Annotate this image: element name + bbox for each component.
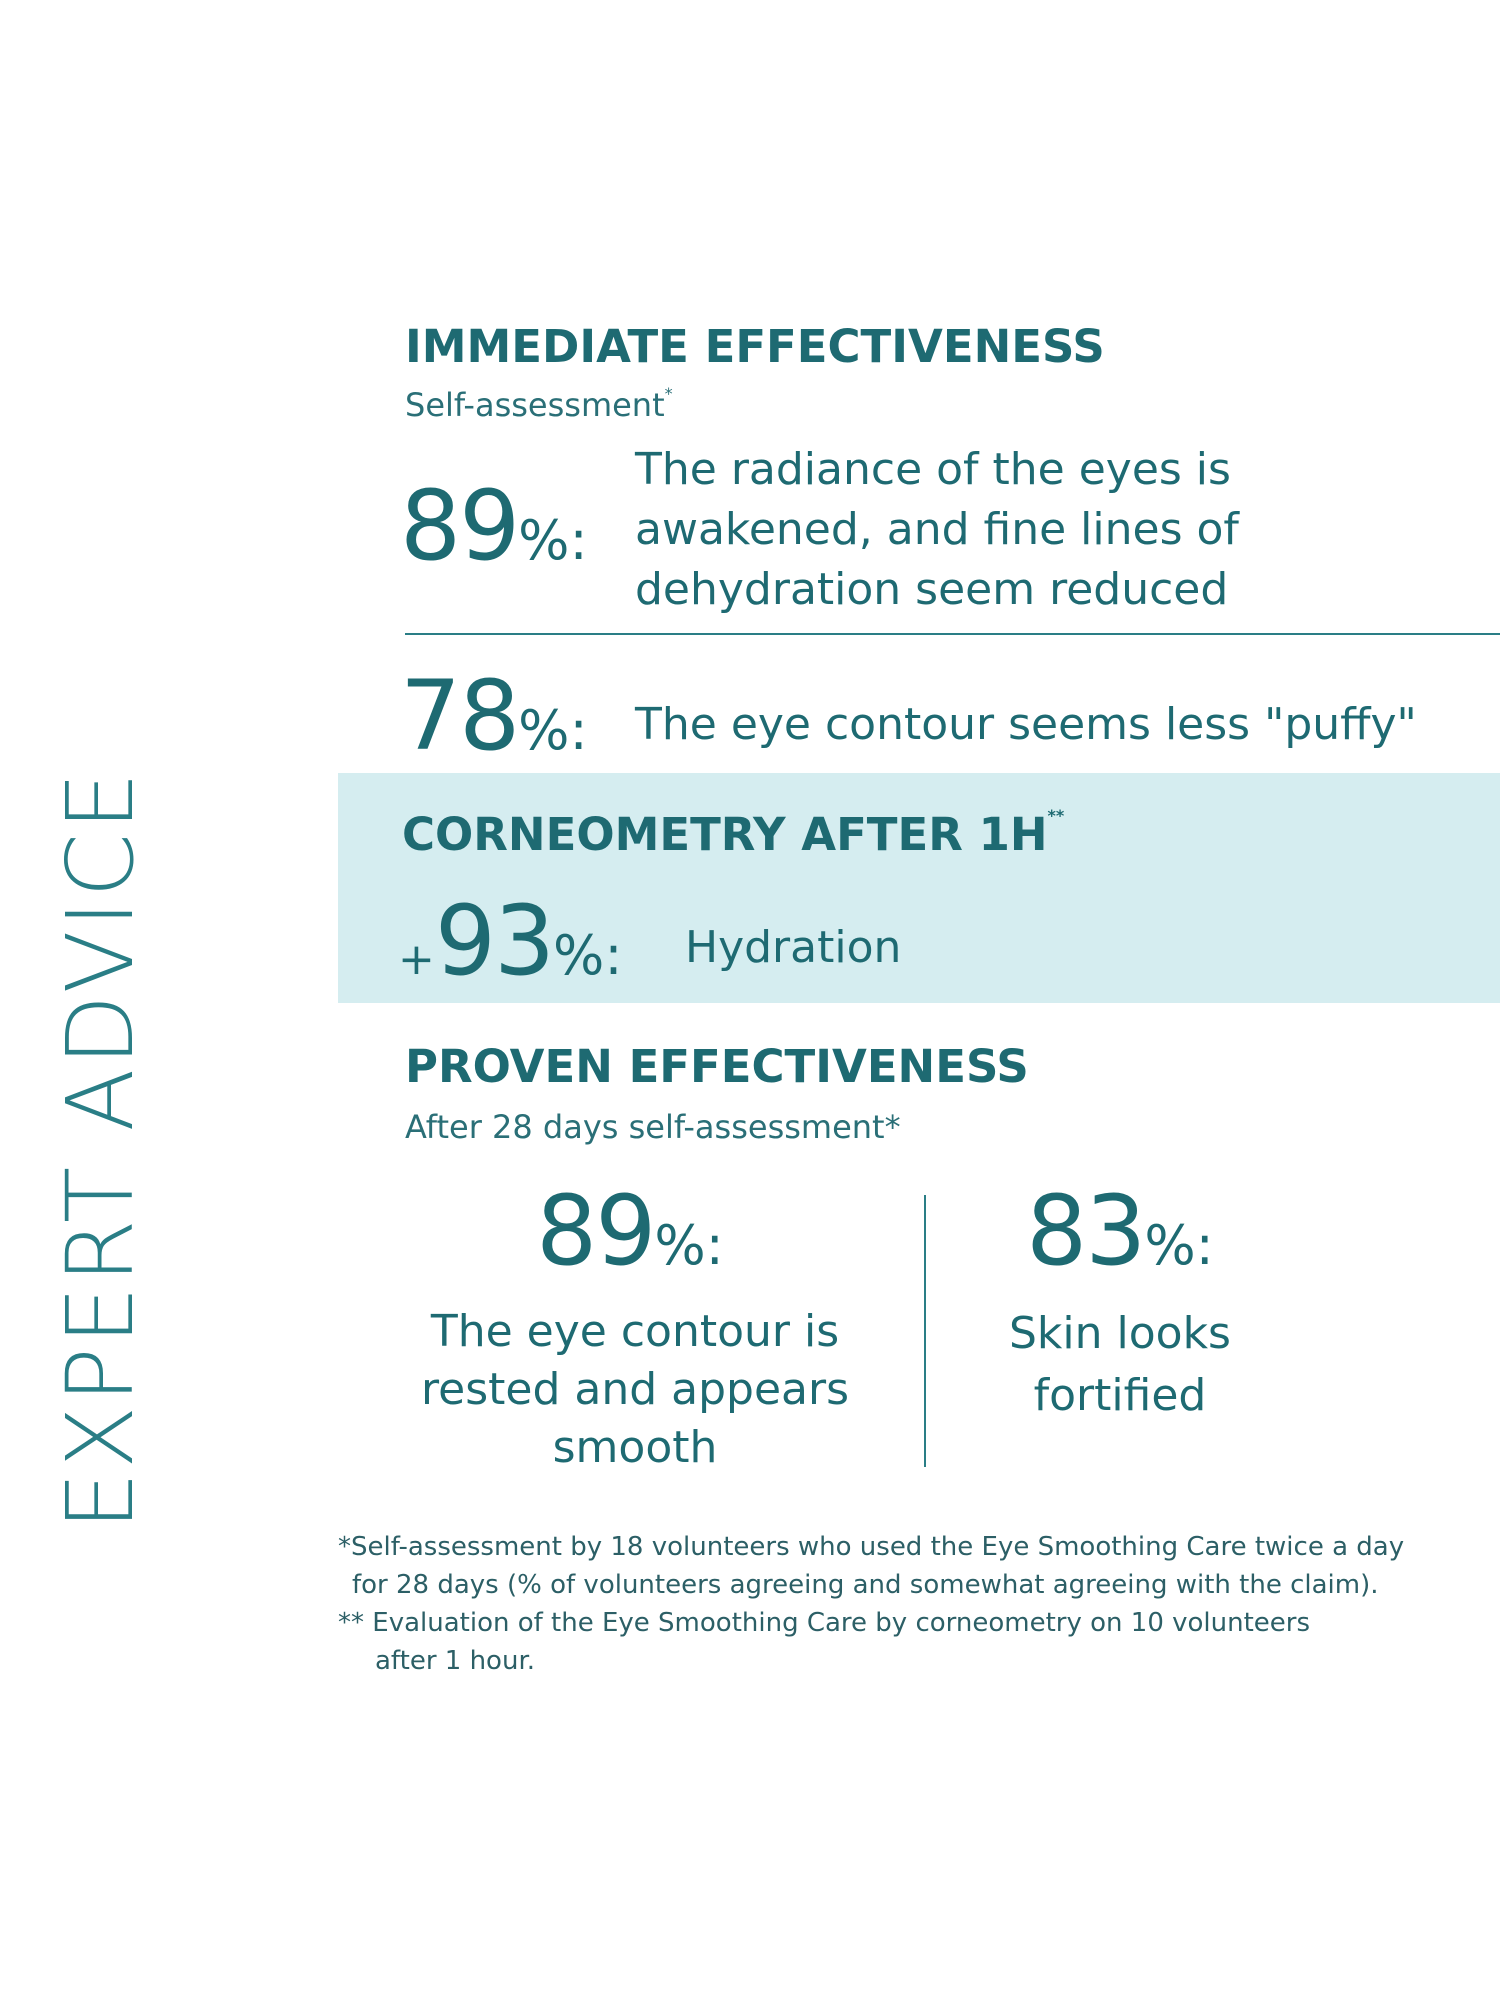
corneometry-suffix: %: <box>553 924 623 987</box>
proven-left-suffix: %: <box>654 1214 724 1277</box>
corneometry-stat: +93%: <box>398 885 623 997</box>
immediate-subtitle: Self-assessment* <box>405 384 673 424</box>
corneometry-text: Hydration <box>685 922 902 973</box>
proven-right-line-2: fortified <box>1033 1370 1207 1421</box>
corneometry-title: CORNEOMETRY AFTER 1H** <box>402 806 1065 861</box>
proven-subtitle: After 28 days self-assessment* <box>405 1108 901 1146</box>
side-title: EXPERT ADVICE <box>47 768 154 1530</box>
immediate-stat-1-suffix: %: <box>518 509 588 572</box>
footnote-1-line-2: for 28 days (% of volunteers agreeing an… <box>352 1570 1379 1600</box>
proven-title: PROVEN EFFECTIVENESS <box>405 1040 1029 1093</box>
proven-left-desc: The eye contour is rested and appears sm… <box>395 1303 875 1477</box>
proven-right-desc: Skin looks fortified <box>920 1303 1320 1427</box>
immediate-stat-2-text: The eye contour seems less "puffy" <box>635 699 1417 750</box>
corneometry-title-mark: ** <box>1047 806 1065 825</box>
corneometry-band <box>338 773 1500 1003</box>
immediate-title: IMMEDIATE EFFECTIVENESS <box>405 320 1105 373</box>
immediate-stat-1-line-2: awakened, and fine lines of <box>635 504 1239 555</box>
proven-left-line-3: smooth <box>552 1422 718 1473</box>
footnote-1-line-1: *Self-assessment by 18 volunteers who us… <box>338 1532 1405 1562</box>
corneometry-number: 93 <box>434 885 555 997</box>
proven-right-suffix: %: <box>1144 1214 1214 1277</box>
proven-left-number: 89 <box>536 1175 656 1287</box>
corneometry-prefix: + <box>398 934 435 985</box>
immediate-subtitle-text: Self-assessment <box>405 386 665 424</box>
footnote-2-line-2: after 1 hour. <box>375 1646 536 1676</box>
corneometry-title-text: CORNEOMETRY AFTER 1H <box>402 808 1048 861</box>
immediate-stat-1-line-3: dehydration seem reduced <box>635 564 1229 615</box>
immediate-stat-1: 89%: <box>400 470 588 582</box>
immediate-stat-2-suffix: %: <box>518 699 588 762</box>
immediate-divider <box>405 633 1500 635</box>
proven-right-stat: 83%: <box>900 1175 1340 1287</box>
immediate-stat-1-number: 89 <box>400 470 520 582</box>
proven-left-stat: 89%: <box>410 1175 850 1287</box>
footnote-2-line-1: ** Evaluation of the Eye Smoothing Care … <box>338 1608 1311 1638</box>
immediate-subtitle-mark: * <box>664 384 673 403</box>
immediate-stat-1-line-1: The radiance of the eyes is <box>635 444 1231 495</box>
immediate-stat-2: 78%: <box>400 660 588 772</box>
immediate-stat-2-number: 78 <box>400 660 520 772</box>
proven-right-line-1: Skin looks <box>1009 1308 1231 1359</box>
proven-column-divider <box>924 1195 926 1467</box>
immediate-stat-1-desc: The radiance of the eyes is awakened, an… <box>635 440 1495 620</box>
proven-left-line-1: The eye contour is <box>430 1306 840 1357</box>
proven-right-number: 83 <box>1026 1175 1146 1287</box>
proven-left-line-2: rested and appears <box>421 1364 849 1415</box>
